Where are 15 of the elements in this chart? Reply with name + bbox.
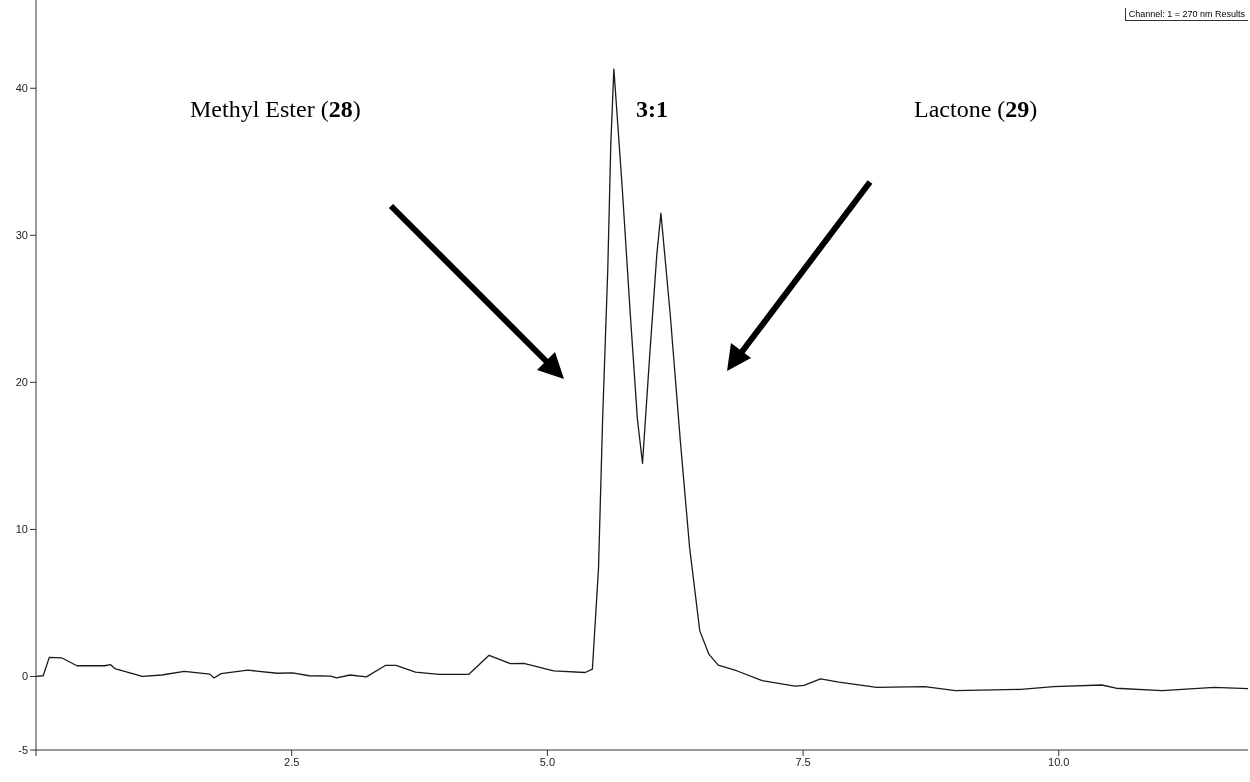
y-tick-label: -5	[18, 743, 28, 756]
y-tick-label: 40	[15, 82, 28, 95]
annotation: Methyl Ester (28)	[190, 96, 361, 122]
y-tick-label: 30	[15, 229, 28, 242]
x-tick-label: 10.0	[1048, 755, 1070, 768]
annotation: 3:1	[636, 96, 668, 122]
line-series	[36, 68, 1248, 692]
y-tick-label: 10	[15, 523, 28, 536]
annotation: Lactone (29)	[914, 96, 1038, 122]
x-tick-label: 5.0	[539, 755, 556, 768]
x-tick-label: 2.5	[284, 755, 300, 768]
annotation: Channel: 1 = 270 nm Results	[1128, 9, 1245, 19]
y-tick-label: 0	[21, 670, 28, 683]
x-tick-label: 7.5	[795, 755, 811, 768]
y-tick-label: 20	[15, 376, 28, 389]
